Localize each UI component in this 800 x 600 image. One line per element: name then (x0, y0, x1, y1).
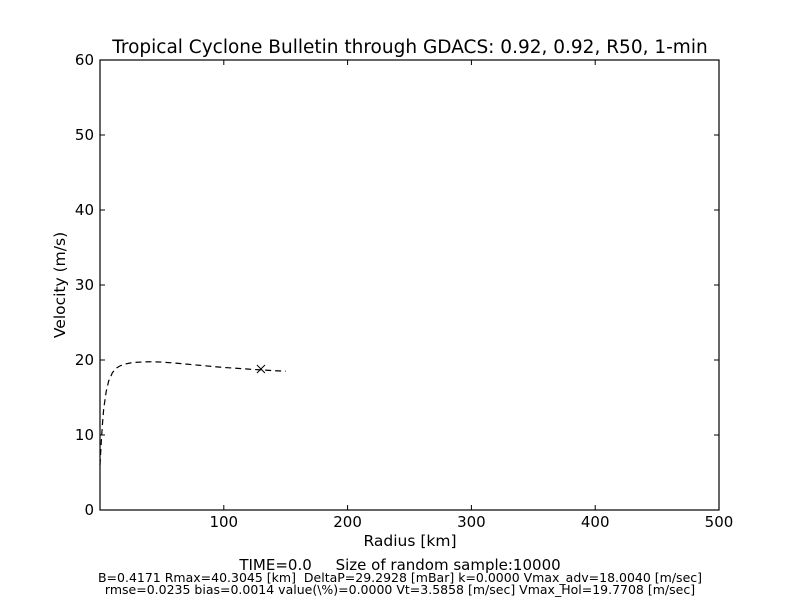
x-axis-label: Radius [km] (363, 532, 456, 550)
series-layer (99, 361, 286, 466)
y-tick-label: 0 (84, 501, 94, 519)
time-sample-caption: TIME=0.0 Size of random sample:10000 (239, 556, 561, 574)
statistics-caption: rmse=0.0235 bias=0.0014 value(\%)=0.0000… (104, 582, 696, 597)
y-tick-label: 60 (75, 51, 94, 69)
x-tick-label: 200 (333, 513, 362, 531)
marker-layer (256, 364, 266, 374)
chart-title: Tropical Cyclone Bulletin through GDACS:… (111, 37, 707, 58)
y-axis-label: Velocity (m/s) (51, 232, 69, 338)
x-tick-label: 300 (457, 513, 486, 531)
y-tick-label: 20 (75, 351, 94, 369)
x-tick-label: 400 (581, 513, 610, 531)
y-tick-label: 50 (75, 126, 94, 144)
velocity-profile-line (99, 361, 286, 466)
plot-area (99, 59, 720, 511)
y-tick-label: 30 (75, 276, 94, 294)
x-marker (256, 364, 266, 374)
axis-ticks: 100 200 300 400 500 0 10 20 30 40 50 60 (75, 51, 733, 531)
x-tick-label: 500 (705, 513, 734, 531)
x-tick-label: 100 (209, 513, 238, 531)
y-tick-label: 40 (75, 201, 94, 219)
y-tick-label: 10 (75, 426, 94, 444)
parameters-caption: B=0.4171 Rmax=40.3045 [km] DeltaP=29.292… (97, 570, 703, 585)
